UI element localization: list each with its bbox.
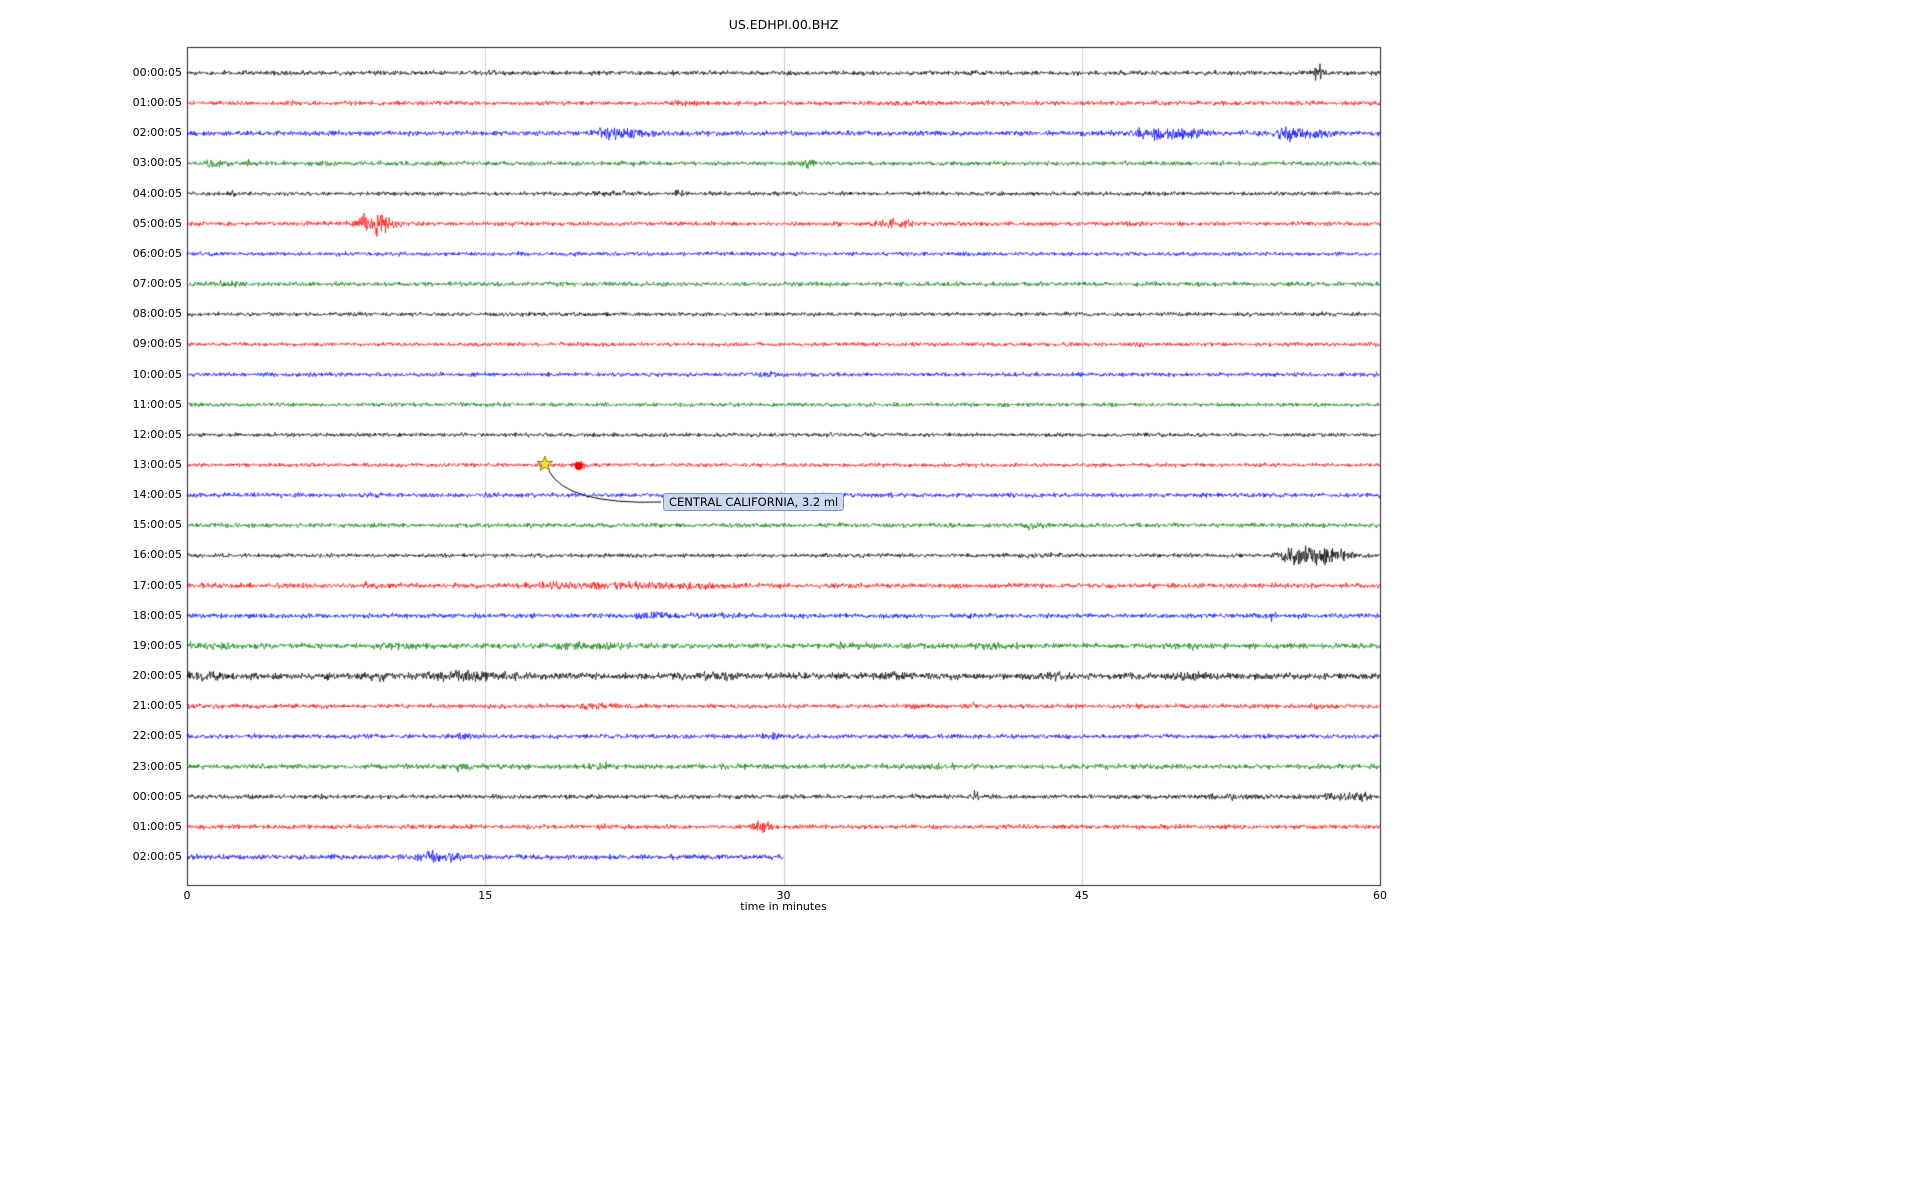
row-time-label: 07:00:05	[132, 277, 182, 291]
row-time-label: 06:00:05	[132, 246, 182, 260]
row-time-label: 01:00:05	[132, 819, 182, 833]
row-time-label: 00:00:05	[132, 66, 182, 79]
row-time-label: 15:00:05	[132, 518, 182, 532]
row-time-label: 16:00:05	[132, 548, 182, 562]
row-time-label: 12:00:05	[132, 427, 182, 441]
row-time-label: 09:00:05	[132, 337, 182, 351]
x-tick-label: 45	[1074, 889, 1089, 902]
row-time-label: 19:00:05	[132, 638, 182, 652]
x-axis-label: time in minutes	[740, 900, 827, 913]
row-time-label: 22:00:05	[132, 729, 182, 743]
row-time-label: 04:00:05	[132, 186, 182, 200]
row-time-label: 01:00:05	[132, 96, 182, 110]
row-time-label: 08:00:05	[132, 307, 182, 321]
row-time-label: 05:00:05	[132, 216, 182, 230]
row-time-label: 03:00:05	[132, 156, 182, 170]
row-time-label: 17:00:05	[132, 578, 182, 592]
row-time-label: 10:00:05	[132, 367, 182, 381]
event-annotation-label: CENTRAL CALIFORNIA, 3.2 ml	[663, 493, 845, 511]
row-time-label: 13:00:05	[132, 458, 182, 471]
row-time-label: 11:00:05	[132, 397, 182, 411]
x-tick-label: 30	[776, 889, 791, 902]
row-time-label: 14:00:05	[132, 488, 182, 502]
row-time-label: 18:00:05	[132, 608, 182, 622]
x-tick-label: 15	[478, 889, 493, 902]
x-tick-label: 60	[1373, 889, 1387, 902]
row-time-label: 00:00:05	[132, 789, 182, 803]
row-time-label: 21:00:05	[132, 699, 182, 713]
x-tick-label: 0	[183, 889, 191, 902]
row-time-label: 20:00:05	[132, 669, 182, 683]
plot-title: US.EDHPI.00.BHZ	[728, 17, 839, 32]
row-time-label: 02:00:05	[132, 850, 182, 863]
row-time-label: 23:00:05	[132, 759, 182, 773]
row-time-label: 02:00:05	[132, 126, 182, 140]
